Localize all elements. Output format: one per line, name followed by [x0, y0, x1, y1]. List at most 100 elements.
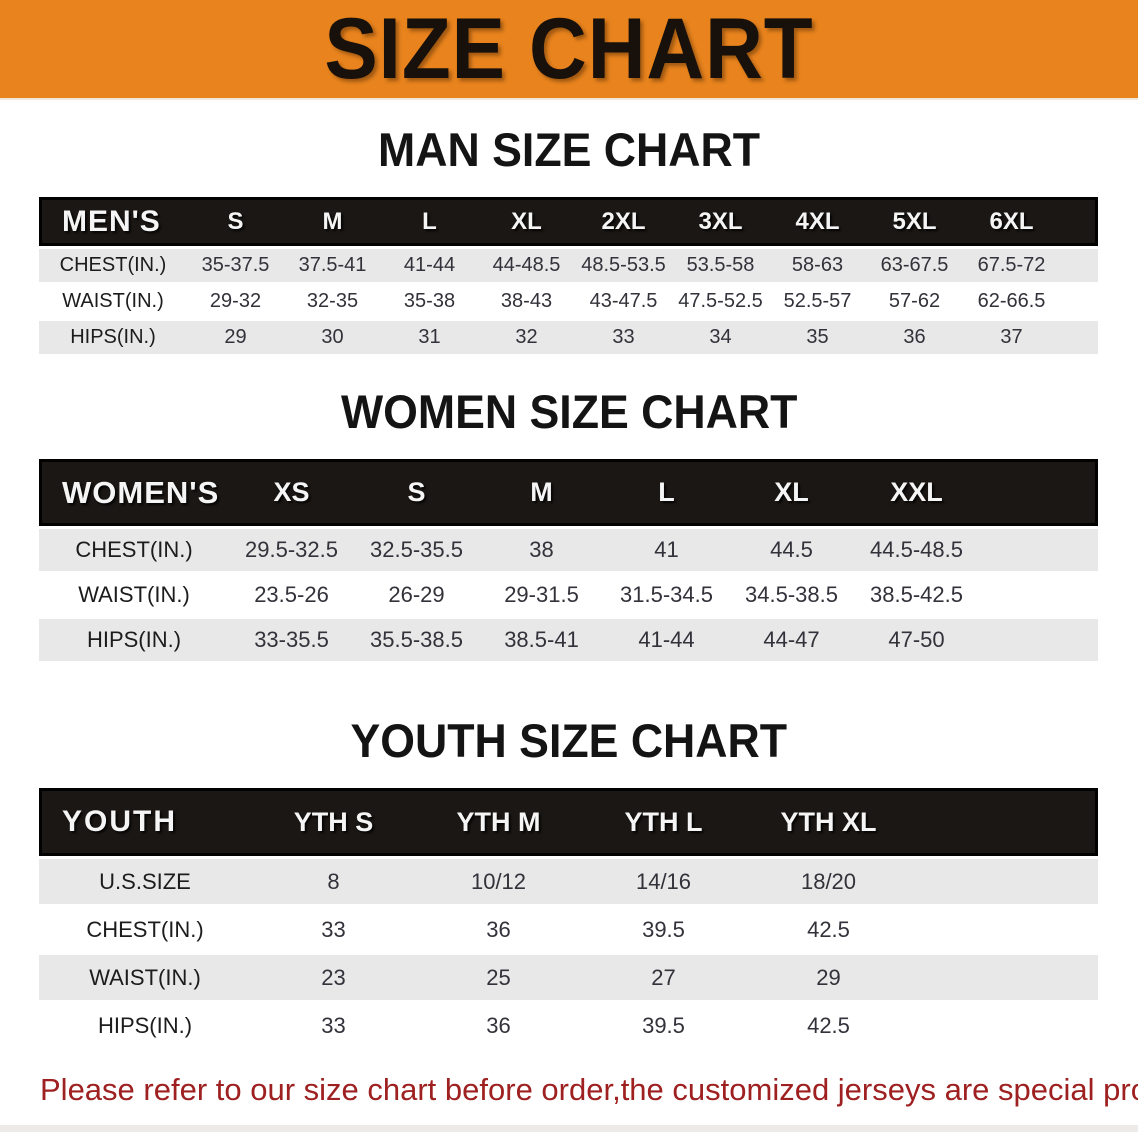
spacer-cell — [1060, 197, 1098, 246]
measurement-value: 38.5-42.5 — [854, 571, 979, 616]
measurement-label: HIPS(IN.) — [39, 318, 187, 354]
size-column-header: YTH L — [581, 788, 746, 856]
measurement-value: 18/20 — [746, 856, 911, 904]
spacer-cell — [979, 459, 1098, 526]
spacer-cell — [1060, 318, 1098, 354]
size-column-header: 6XL — [963, 197, 1060, 246]
measurement-value: 36 — [866, 318, 963, 354]
women-size-section: WOMEN SIZE CHART WOMEN'S XS S M L XL XXL CHEST(… — [0, 388, 1138, 661]
men-section-heading: MAN SIZE CHART — [0, 126, 1138, 174]
measurement-value: 58-63 — [769, 246, 866, 282]
men-section-heading-text: MAN SIZE CHART — [378, 123, 760, 176]
measurement-value: 44-48.5 — [478, 246, 575, 282]
size-column-header: S — [354, 459, 479, 526]
table-title-cell: YOUTH — [39, 788, 251, 856]
measurement-label: WAIST(IN.) — [39, 571, 229, 616]
measurement-value: 30 — [284, 318, 381, 354]
measurement-label: CHEST(IN.) — [39, 246, 187, 282]
measurement-value: 38 — [479, 526, 604, 571]
measurement-row: CHEST(IN.) 33 36 39.5 42.5 — [39, 904, 1098, 952]
measurement-value: 29 — [187, 318, 284, 354]
measurement-value: 32.5-35.5 — [354, 526, 479, 571]
measurement-value: 35 — [769, 318, 866, 354]
measurement-row: WAIST(IN.) 29-32 32-35 35-38 38-43 43-47.5 47.… — [39, 282, 1098, 318]
measurement-value: 31.5-34.5 — [604, 571, 729, 616]
measurement-value: 62-66.5 — [963, 282, 1060, 318]
measurement-row: WAIST(IN.) 23 25 27 29 — [39, 952, 1098, 1000]
measurement-value: 29-31.5 — [479, 571, 604, 616]
size-header-row: MEN'S S M L XL 2XL 3XL 4XL 5XL 6XL — [39, 197, 1098, 246]
men-size-section: MAN SIZE CHART MEN'S S M L XL 2XL 3XL 4XL 5XL 6XL… — [0, 126, 1138, 354]
measurement-value: 29-32 — [187, 282, 284, 318]
measurement-label: WAIST(IN.) — [39, 282, 187, 318]
size-column-header: M — [479, 459, 604, 526]
measurement-value: 47-50 — [854, 616, 979, 661]
spacer-cell — [911, 904, 1098, 952]
measurement-label: CHEST(IN.) — [39, 904, 251, 952]
measurement-row: U.S.SIZE 8 10/12 14/16 18/20 — [39, 856, 1098, 904]
measurement-value: 39.5 — [581, 1000, 746, 1048]
table-title-cell: WOMEN'S — [39, 459, 229, 526]
measurement-value: 47.5-52.5 — [672, 282, 769, 318]
measurement-value: 52.5-57 — [769, 282, 866, 318]
measurement-row: HIPS(IN.) 33 36 39.5 42.5 — [39, 1000, 1098, 1048]
spacer-cell — [911, 788, 1098, 856]
measurement-row: CHEST(IN.) 29.5-32.5 32.5-35.5 38 41 44.5 44.5… — [39, 526, 1098, 571]
measurement-value: 34.5-38.5 — [729, 571, 854, 616]
measurement-value: 29 — [746, 952, 911, 1000]
measurement-row: HIPS(IN.) 33-35.5 35.5-38.5 38.5-41 41-44 44-… — [39, 616, 1098, 661]
measurement-value: 41-44 — [604, 616, 729, 661]
spacer-cell — [911, 856, 1098, 904]
measurement-value: 14/16 — [581, 856, 746, 904]
measurement-value: 33-35.5 — [229, 616, 354, 661]
measurement-value: 37 — [963, 318, 1060, 354]
measurement-value: 35-37.5 — [187, 246, 284, 282]
measurement-value: 41-44 — [381, 246, 478, 282]
table-title-cell: MEN'S — [39, 197, 187, 246]
women-size-table: WOMEN'S XS S M L XL XXL CHEST(IN.) 29.5-32.5 32.5… — [39, 459, 1098, 661]
size-column-header: 3XL — [672, 197, 769, 246]
measurement-value: 44.5-48.5 — [854, 526, 979, 571]
size-header-row: YOUTH YTH S YTH M YTH L YTH XL — [39, 788, 1098, 856]
measurement-label: HIPS(IN.) — [39, 616, 229, 661]
spacer-cell — [911, 952, 1098, 1000]
measurement-value: 35-38 — [381, 282, 478, 318]
size-chart-banner: SIZE CHART — [0, 0, 1138, 100]
measurement-value: 26-29 — [354, 571, 479, 616]
measurement-label: HIPS(IN.) — [39, 1000, 251, 1048]
size-column-header: XL — [478, 197, 575, 246]
measurement-value: 57-62 — [866, 282, 963, 318]
size-column-header: L — [604, 459, 729, 526]
measurement-label: WAIST(IN.) — [39, 952, 251, 1000]
banner-title: SIZE CHART — [324, 1, 814, 97]
measurement-row: CHEST(IN.) 35-37.5 37.5-41 41-44 44-48.5 48.5… — [39, 246, 1098, 282]
women-section-heading: WOMEN SIZE CHART — [0, 388, 1138, 436]
spacer-cell — [979, 616, 1098, 661]
measurement-row: HIPS(IN.) 29 30 31 32 33 34 35 36 37 — [39, 318, 1098, 354]
measurement-value: 31 — [381, 318, 478, 354]
measurement-value: 33 — [251, 1000, 416, 1048]
measurement-value: 53.5-58 — [672, 246, 769, 282]
spacer-cell — [979, 526, 1098, 571]
size-column-header: 2XL — [575, 197, 672, 246]
measurement-value: 42.5 — [746, 1000, 911, 1048]
measurement-value: 67.5-72 — [963, 246, 1060, 282]
size-column-header: M — [284, 197, 381, 246]
measurement-value: 48.5-53.5 — [575, 246, 672, 282]
measurement-value: 32-35 — [284, 282, 381, 318]
measurement-value: 36 — [416, 904, 581, 952]
measurement-value: 35.5-38.5 — [354, 616, 479, 661]
size-column-header: YTH M — [416, 788, 581, 856]
measurement-value: 39.5 — [581, 904, 746, 952]
measurement-value: 37.5-41 — [284, 246, 381, 282]
measurement-value: 25 — [416, 952, 581, 1000]
measurement-value: 33 — [575, 318, 672, 354]
spacer-cell — [911, 1000, 1098, 1048]
measurement-value: 23 — [251, 952, 416, 1000]
measurement-value: 42.5 — [746, 904, 911, 952]
disclaimer-line-1: Please refer to our size chart before or… — [40, 1072, 1138, 1107]
size-column-header: 4XL — [769, 197, 866, 246]
measurement-value: 41 — [604, 526, 729, 571]
spacer-cell — [1060, 282, 1098, 318]
